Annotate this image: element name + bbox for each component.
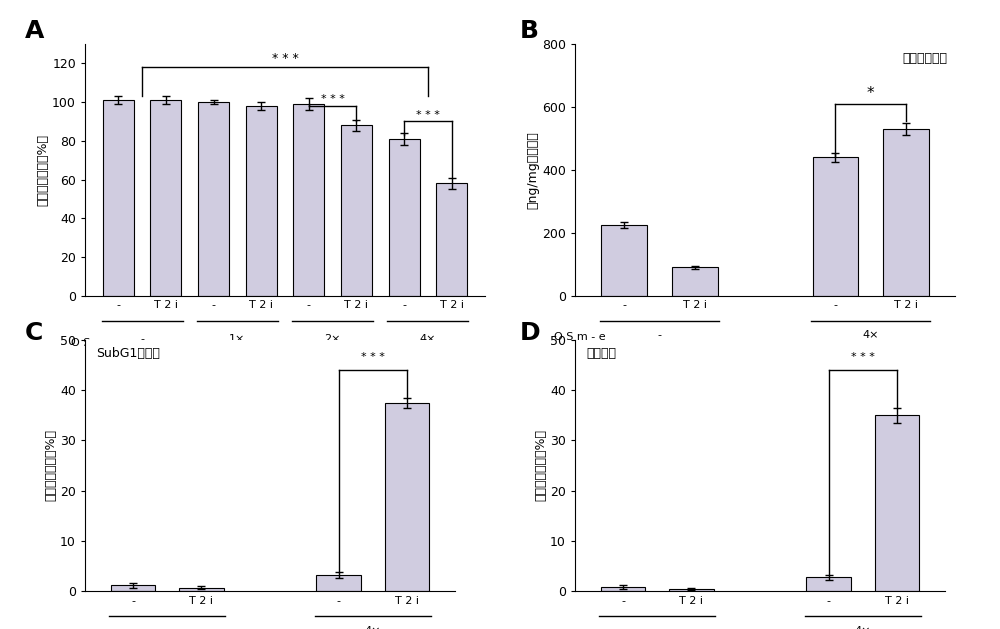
Bar — [389, 139, 420, 296]
Bar — [883, 129, 929, 296]
Y-axis label: （ng/mg细胞白）: （ng/mg细胞白） — [526, 131, 539, 209]
Text: * * *: * * * — [361, 352, 385, 362]
Text: * * *: * * * — [272, 52, 298, 65]
Bar — [672, 267, 718, 296]
Text: * * *: * * * — [416, 109, 440, 120]
Text: 4×: 4× — [420, 335, 436, 344]
Text: D: D — [520, 321, 541, 345]
Bar — [150, 100, 181, 296]
Text: *: * — [867, 86, 874, 101]
Text: 胆固醇代谢物: 胆固醇代谢物 — [902, 52, 947, 65]
Text: -: - — [657, 330, 661, 340]
Text: * * *: * * * — [851, 352, 875, 362]
Bar — [601, 225, 647, 296]
Bar — [179, 587, 224, 591]
Bar — [601, 587, 645, 591]
Bar — [385, 403, 429, 591]
Text: -: - — [655, 626, 659, 629]
Bar — [436, 184, 467, 296]
Bar — [812, 157, 858, 296]
Y-axis label: 相对细胞数目（%）: 相对细胞数目（%） — [36, 134, 49, 206]
Bar — [246, 106, 277, 296]
Text: 1×: 1× — [229, 335, 246, 344]
Bar — [341, 125, 372, 296]
Text: -: - — [165, 626, 169, 629]
Text: O S m - e: O S m - e — [554, 332, 606, 342]
Y-axis label: 相对细胞数目（%）: 相对细胞数目（%） — [534, 430, 547, 501]
Text: 2×: 2× — [324, 335, 341, 344]
Text: * * *: * * * — [321, 94, 345, 104]
Text: O S m - e: O S m - e — [71, 338, 122, 348]
Text: -: - — [140, 335, 144, 344]
Y-axis label: 相对细胞数目（%）: 相对细胞数目（%） — [44, 430, 57, 501]
Bar — [198, 102, 229, 296]
Bar — [806, 577, 851, 591]
Text: 4×: 4× — [855, 626, 871, 629]
Text: SubG1期细胞: SubG1期细胞 — [96, 347, 160, 360]
Text: 4×: 4× — [862, 330, 879, 340]
Bar — [316, 575, 361, 591]
Text: C: C — [25, 321, 43, 345]
Bar — [669, 589, 714, 591]
Text: 死亡细胞: 死亡细胞 — [586, 347, 616, 360]
Text: 4×: 4× — [365, 626, 381, 629]
Text: A: A — [25, 19, 44, 43]
Bar — [875, 415, 919, 591]
Text: B: B — [520, 19, 539, 43]
Bar — [103, 100, 134, 296]
Bar — [111, 585, 155, 591]
Bar — [293, 104, 324, 296]
